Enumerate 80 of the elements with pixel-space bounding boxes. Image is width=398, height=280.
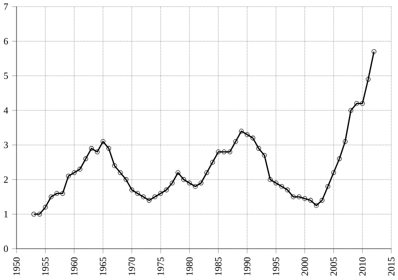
point (233, 139, 238, 144)
point (66, 174, 71, 179)
point (118, 170, 123, 176)
point (250, 136, 256, 141)
point (48, 194, 54, 200)
point (216, 150, 221, 155)
point (348, 108, 354, 114)
x-tick-label: 1950 (13, 258, 20, 276)
point (106, 146, 112, 152)
x-tick-label: 1970 (128, 258, 136, 276)
point (135, 191, 140, 196)
x-tick-label: 1980 (186, 258, 193, 276)
point (140, 194, 146, 200)
point (268, 177, 273, 182)
y-tick-label: 7 (4, 4, 8, 10)
point (94, 150, 100, 155)
point (210, 160, 215, 165)
point (129, 188, 134, 193)
x-tick-label: 2005 (330, 258, 337, 276)
y-tick-label: 6 (4, 38, 8, 45)
point (308, 198, 313, 203)
point (158, 191, 164, 196)
point (54, 191, 60, 196)
point (331, 170, 336, 176)
x-tick-label: 1975 (157, 258, 164, 276)
y-tick-label: 2 (4, 176, 8, 183)
y-tick-label: 3 (4, 142, 8, 148)
x-tick-label: 1960 (70, 258, 78, 276)
point (342, 139, 348, 144)
point (192, 184, 198, 190)
y-tick-label: 0 (4, 246, 8, 252)
point (164, 188, 169, 193)
point (366, 77, 371, 82)
point (83, 156, 88, 162)
point (198, 180, 204, 186)
point (285, 188, 290, 193)
point (256, 146, 262, 152)
point (187, 180, 192, 186)
point (354, 101, 360, 106)
point (296, 194, 302, 200)
x-tick-label: 1965 (100, 258, 106, 276)
point (72, 170, 77, 176)
point (42, 205, 48, 210)
point (262, 153, 267, 158)
x-tick-label: 1990 (244, 258, 250, 276)
point (146, 198, 152, 203)
y-tick-label: 5 (4, 72, 8, 80)
point (60, 191, 66, 196)
x-tick-label: 1955 (42, 258, 49, 276)
point (274, 180, 278, 186)
point (152, 194, 158, 200)
point (314, 203, 319, 208)
point (325, 184, 330, 190)
point (37, 212, 42, 217)
x-tick-label: 2015 (388, 258, 394, 276)
point (279, 184, 284, 190)
point (100, 139, 106, 144)
y-tick-label: 4 (4, 107, 8, 114)
point (302, 196, 308, 202)
point (238, 129, 244, 134)
point (181, 177, 186, 182)
point (360, 101, 365, 106)
x-tick-label: 2010 (359, 258, 366, 276)
point (244, 132, 250, 138)
point (112, 164, 117, 168)
x-tick-label: 1995 (272, 258, 280, 276)
point (290, 194, 296, 200)
x-tick-label: 1985 (215, 258, 222, 276)
point (170, 180, 175, 186)
point (222, 150, 226, 155)
point (337, 156, 342, 162)
point (124, 177, 128, 182)
point (227, 150, 232, 155)
point (320, 198, 324, 203)
point (204, 170, 210, 176)
y-tick-label: 1 (4, 211, 8, 218)
x-tick-label: 2000 (302, 258, 308, 276)
point (78, 167, 82, 172)
point (176, 170, 180, 176)
point (89, 146, 94, 152)
